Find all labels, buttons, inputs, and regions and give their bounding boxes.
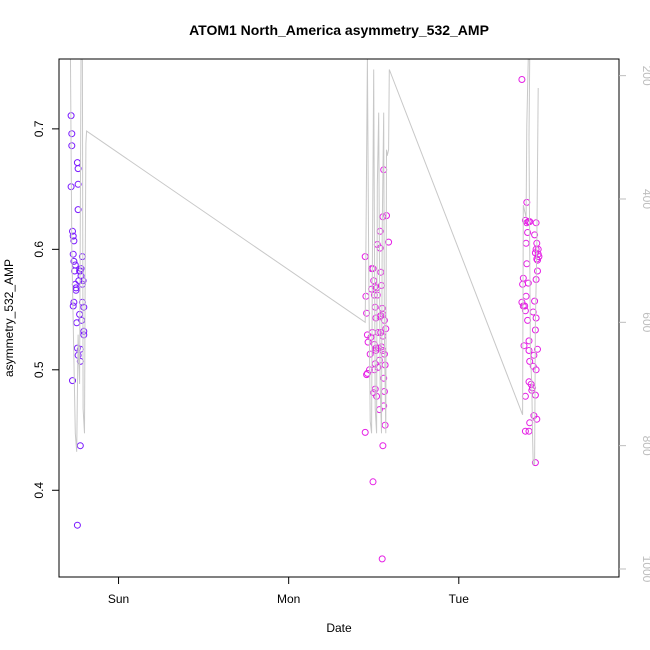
data-point xyxy=(73,521,81,529)
plot-line xyxy=(69,59,539,465)
data-point xyxy=(533,415,541,423)
data-point xyxy=(70,237,78,245)
data-point xyxy=(525,337,533,345)
data-point xyxy=(525,347,533,354)
data-point xyxy=(385,238,393,246)
data-point xyxy=(73,319,81,327)
data-point xyxy=(526,357,534,365)
chart-title: ATOM1 North_America asymmetry_532_AMP xyxy=(189,22,489,38)
data-point xyxy=(76,442,84,450)
data-point xyxy=(534,345,541,353)
data-point xyxy=(532,366,540,374)
data-point xyxy=(532,219,540,227)
data-point xyxy=(531,459,539,467)
data-point xyxy=(534,245,542,253)
y-axis-label: asymmetry_532_AMP xyxy=(2,259,16,377)
data-point xyxy=(369,478,377,486)
data-point xyxy=(522,292,530,300)
data-point xyxy=(530,351,538,359)
data-point xyxy=(366,350,374,358)
data-point xyxy=(524,229,532,236)
x-tick-label: Tue xyxy=(449,592,470,606)
data-point xyxy=(521,392,529,400)
data-point xyxy=(80,303,88,311)
x-axis-label: Date xyxy=(326,621,352,635)
data-point xyxy=(80,327,88,335)
data-point xyxy=(381,421,389,429)
data-point xyxy=(69,232,77,240)
data-point xyxy=(74,180,82,188)
data-point xyxy=(367,333,375,341)
data-point xyxy=(380,388,388,395)
data-point xyxy=(74,206,82,214)
data-point xyxy=(380,374,388,382)
left-axis: 0.4 0.5 0.6 0.7 xyxy=(32,120,59,499)
x-tick-label: Mon xyxy=(277,592,300,606)
data-point xyxy=(69,377,76,385)
y-tick-label: 0.5 xyxy=(32,361,46,378)
y2-tick-label: 800 xyxy=(640,436,650,456)
data-point xyxy=(524,279,532,287)
data-point xyxy=(80,331,88,339)
data-point xyxy=(521,427,529,435)
data-point xyxy=(520,342,528,350)
y-tick-label: 0.4 xyxy=(32,482,46,499)
data-point xyxy=(363,369,371,377)
data-point xyxy=(70,298,78,306)
data-point xyxy=(370,277,378,285)
data-point xyxy=(369,265,377,273)
series-line xyxy=(69,59,539,465)
data-point xyxy=(531,231,539,239)
plot-frame xyxy=(58,58,620,578)
data-point xyxy=(361,253,369,261)
data-point xyxy=(69,250,77,258)
data-point xyxy=(377,268,385,276)
data-point xyxy=(377,329,385,336)
data-point xyxy=(69,227,76,235)
data-point xyxy=(70,257,78,265)
data-point xyxy=(518,76,526,83)
bottom-axis: Sun Mon Tue xyxy=(108,577,469,606)
data-point xyxy=(531,297,539,305)
data-point xyxy=(68,130,76,138)
y2-tick-label: 400 xyxy=(640,189,650,209)
data-point xyxy=(521,307,529,315)
data-point xyxy=(523,260,531,268)
y2-tick-label: 1000 xyxy=(640,556,650,583)
data-point xyxy=(74,165,82,173)
data-point xyxy=(523,198,531,206)
data-point xyxy=(532,314,540,322)
data-point xyxy=(377,312,385,320)
right-axis: 200 400 600 800 1000 xyxy=(619,66,650,583)
data-point xyxy=(361,428,369,436)
y2-tick-label: 200 xyxy=(640,66,650,86)
y-tick-label: 0.6 xyxy=(32,241,46,258)
data-point xyxy=(534,256,541,264)
data-point xyxy=(525,427,533,435)
y2-tick-label: 600 xyxy=(640,312,650,332)
data-point xyxy=(535,253,543,261)
data-point xyxy=(534,267,541,275)
data-point xyxy=(526,419,534,427)
data-point xyxy=(379,442,387,450)
data-point xyxy=(521,302,529,310)
data-point xyxy=(522,239,530,247)
y-tick-label: 0.7 xyxy=(32,120,46,137)
plot-points xyxy=(67,76,543,563)
x-tick-label: Sun xyxy=(108,592,129,606)
data-point xyxy=(378,555,386,563)
data-point xyxy=(73,159,81,167)
data-point xyxy=(71,261,79,269)
data-point xyxy=(379,213,387,221)
data-point xyxy=(68,142,76,150)
